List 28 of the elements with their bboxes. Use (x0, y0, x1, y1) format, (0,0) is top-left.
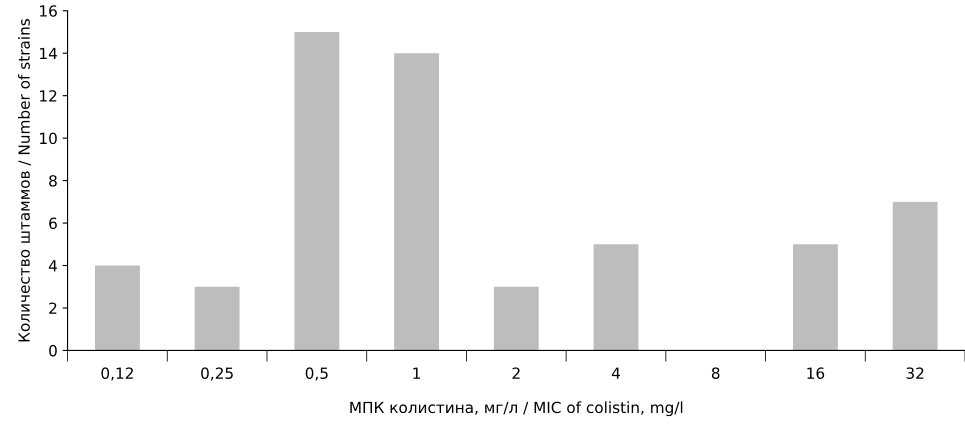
y-tick-label: 2 (49, 302, 56, 314)
x-tick-label: 0,25 (201, 367, 233, 380)
x-tick-label: 0,12 (101, 367, 133, 380)
x-tick-label: 16 (807, 367, 824, 379)
x-tick-label: 1 (413, 368, 420, 379)
y-tick-label: 0 (49, 344, 57, 356)
x-tick-label: 0,5 (306, 367, 328, 380)
x-tick-label: 4 (612, 368, 620, 379)
y-tick-label: 12 (40, 90, 56, 102)
y-tick-label: 8 (49, 175, 57, 187)
y-axis-title: Количество штаммов / Number of strains (18, 19, 32, 342)
bar (494, 286, 539, 350)
bar (594, 244, 638, 350)
y-tick-label: 10 (40, 132, 57, 144)
bar (792, 244, 838, 350)
bar (194, 286, 240, 350)
bar (394, 53, 439, 350)
y-tick-label: 16 (40, 5, 57, 17)
x-tick-label: 8 (712, 367, 720, 379)
bar (94, 266, 140, 350)
y-tick-label: 4 (48, 260, 57, 272)
x-tick-label: 32 (906, 367, 924, 379)
x-axis-title: МПК колистина, мг/л / MIC of colistin, mg/l (350, 401, 682, 416)
y-tick-label: 14 (40, 48, 57, 60)
bar (892, 202, 938, 350)
bar (294, 32, 340, 350)
x-tick-label: 2 (512, 367, 520, 379)
y-tick-label: 6 (49, 218, 57, 230)
